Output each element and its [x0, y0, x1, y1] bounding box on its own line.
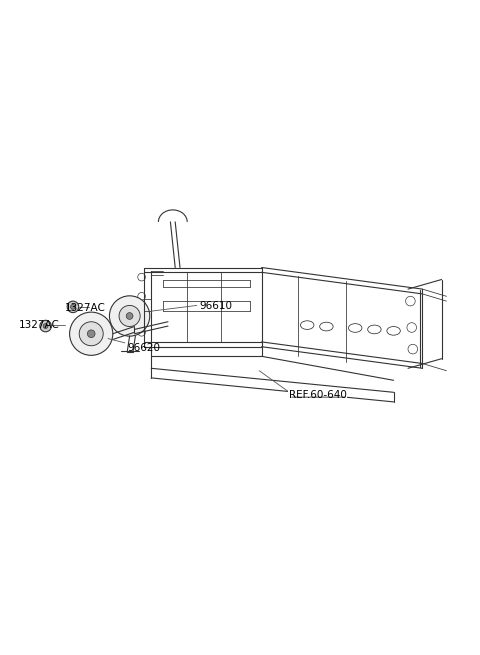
Circle shape — [43, 324, 48, 328]
Circle shape — [87, 330, 95, 337]
Circle shape — [71, 305, 75, 309]
Circle shape — [119, 305, 140, 327]
Text: 96620: 96620 — [127, 343, 160, 352]
Circle shape — [70, 312, 113, 356]
Text: REF.60-640: REF.60-640 — [289, 390, 347, 400]
Circle shape — [126, 312, 133, 320]
Text: 96610: 96610 — [199, 301, 232, 311]
Text: 1327AC: 1327AC — [19, 320, 60, 330]
Circle shape — [109, 296, 150, 336]
Circle shape — [67, 301, 79, 312]
Circle shape — [79, 322, 103, 346]
Circle shape — [40, 320, 51, 332]
Text: 1327AC: 1327AC — [65, 303, 106, 313]
